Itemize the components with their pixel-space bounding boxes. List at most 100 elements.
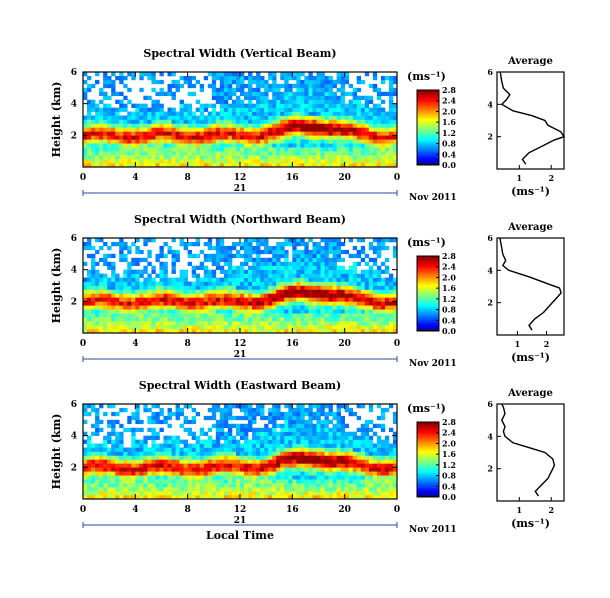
heatmap-cell (340, 115, 345, 120)
heatmap-cell (264, 143, 269, 148)
heatmap-cell (244, 139, 249, 144)
heatmap-cell (87, 115, 92, 120)
heatmap-cell (292, 155, 297, 160)
heatmap-cell (296, 475, 301, 480)
heatmap-cell (223, 115, 229, 120)
heatmap-cell (87, 277, 92, 282)
heatmap-cell (248, 415, 253, 421)
heatmap-cell (280, 151, 285, 156)
heatmap-cell (292, 439, 297, 444)
heatmap-cell (304, 123, 309, 128)
heatmap-cell (123, 139, 128, 144)
heatmap-cell (312, 479, 317, 484)
heatmap-cell (292, 115, 297, 120)
heatmap-cell (159, 265, 164, 270)
heatmap-cell (296, 159, 301, 164)
heatmap-cell (199, 83, 205, 89)
heatmap-cell (284, 111, 289, 116)
heatmap-cell (147, 273, 152, 278)
colorbar-swatch (417, 95, 439, 98)
heatmap-cell (211, 483, 217, 488)
heatmap-cell (159, 127, 164, 132)
heatmap-cell (167, 487, 172, 492)
heatmap-cell (324, 119, 329, 124)
heatmap-cell (300, 297, 305, 302)
heatmap-cell (264, 427, 269, 433)
heatmap-cell (191, 435, 197, 440)
heatmap-cell (227, 313, 233, 318)
colorbar-swatch (417, 91, 439, 95)
heatmap-cell (127, 415, 132, 421)
heatmap-cell (207, 103, 213, 108)
heatmap-cell (304, 431, 309, 436)
heatmap-cell (183, 135, 188, 140)
heatmap-cell (167, 119, 172, 124)
heatmap-cell (111, 143, 116, 148)
heatmap-cell (231, 289, 237, 294)
heatmap-cell (276, 147, 281, 152)
heatmap-cell (95, 423, 100, 429)
heatmap-cell (392, 75, 398, 81)
heatmap-cell (223, 309, 229, 314)
heatmap-cell (207, 325, 213, 330)
heatmap-cell (151, 285, 156, 290)
heatmap-cell (99, 301, 104, 306)
heatmap-cell (328, 95, 333, 101)
heatmap-cell (252, 495, 257, 500)
heatmap-cell (296, 325, 301, 330)
heatmap-cell (364, 139, 370, 144)
heatmap-cell (219, 447, 225, 452)
heatmap-cell (171, 309, 176, 314)
heatmap-cell (95, 269, 100, 274)
heatmap-cell (199, 305, 205, 310)
heatmap-cell (240, 475, 245, 480)
heatmap-cell (147, 238, 152, 243)
heatmap-cell (171, 467, 176, 472)
heatmap-cell (244, 285, 249, 290)
heatmap-cell (183, 115, 188, 120)
heatmap-cell (91, 293, 96, 298)
heatmap-cell (276, 443, 281, 448)
heatmap-cell (175, 487, 180, 492)
heatmap-cell (344, 313, 349, 318)
heatmap-cell (272, 289, 277, 294)
heatmap-cell (175, 127, 180, 132)
heatmap-cell (107, 281, 112, 286)
heatmap-cell (292, 467, 297, 472)
heatmap-cell (340, 455, 345, 460)
heatmap-cell (91, 151, 96, 156)
heatmap-cell (316, 439, 321, 444)
heatmap-cell (159, 72, 164, 77)
heatmap-cell (292, 447, 297, 452)
heatmap-cell (227, 107, 233, 112)
heatmap-cell (284, 495, 289, 500)
heatmap-cell (360, 443, 366, 448)
heatmap-cell (268, 245, 273, 251)
heatmap-cell (147, 293, 152, 298)
heatmap-cell (231, 281, 237, 286)
heatmap-cell (336, 471, 341, 476)
heatmap-cell (159, 451, 164, 456)
heatmap-cell (296, 269, 301, 274)
heatmap-cell (215, 463, 221, 468)
heatmap-cell (199, 467, 205, 472)
heatmap-cell (292, 455, 297, 460)
heatmap-cell (219, 289, 225, 294)
heatmap-cell (83, 447, 88, 452)
heatmap-cell (264, 471, 269, 476)
heatmap-cell (227, 411, 233, 417)
heatmap-cell (219, 143, 225, 148)
heatmap-cell (308, 127, 313, 132)
heatmap-cell (207, 471, 213, 476)
heatmap-cell (231, 75, 237, 81)
heatmap-cell (324, 87, 329, 93)
heatmap-cell (215, 479, 221, 484)
heatmap-cell (392, 325, 398, 330)
heatmap-cell (308, 459, 313, 464)
heatmap-cell (135, 313, 140, 318)
heatmap-cell (336, 439, 341, 444)
heatmap-cell (284, 467, 289, 472)
heatmap-cell (207, 277, 213, 282)
heatmap-cell (272, 483, 277, 488)
heatmap-cell (388, 317, 394, 322)
